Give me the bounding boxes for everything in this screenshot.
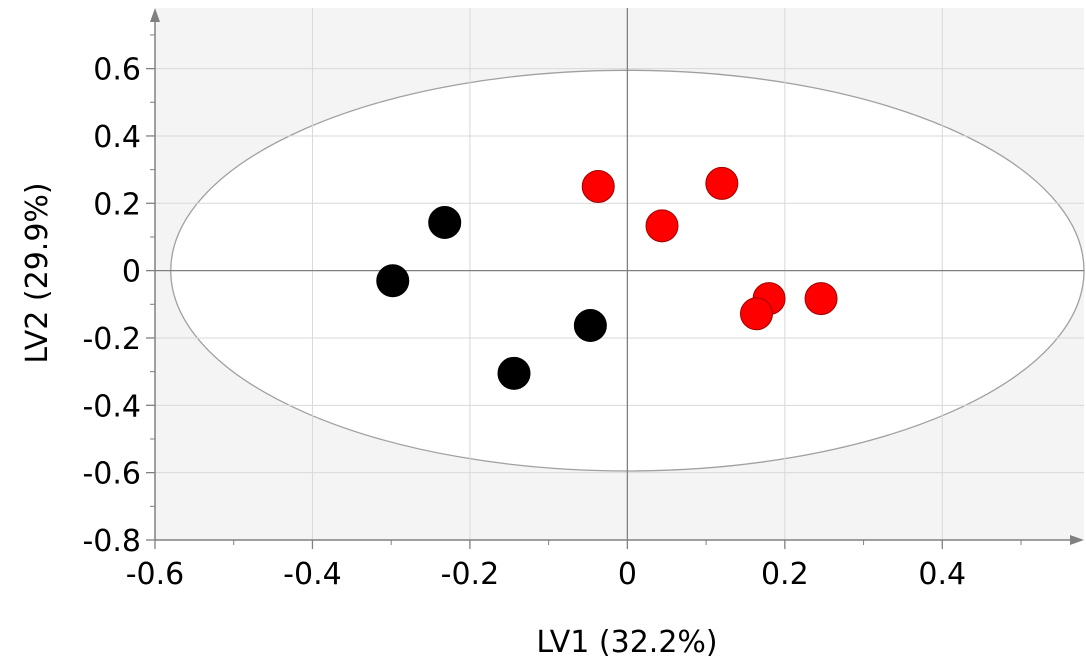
data-point xyxy=(804,282,838,316)
y-tick-label: -0.2 xyxy=(82,322,141,357)
y-tick-label: 0.6 xyxy=(93,53,141,88)
y-tick-label: -0.6 xyxy=(82,457,141,492)
x-tick-label: 0.4 xyxy=(918,557,966,592)
y-tick-label: 0.4 xyxy=(93,120,141,155)
x-tick-label: -0.2 xyxy=(441,557,500,592)
x-tick-label: 0.2 xyxy=(761,557,809,592)
y-axis-title: LV2 (29.9%) xyxy=(20,182,55,363)
x-axis-arrow xyxy=(1070,535,1084,545)
tick-labels: -0.6 -0.4 -0.2 0 0.2 0.4-0.8-0.6-0.4-0.200.20… xyxy=(82,53,966,592)
data-point xyxy=(705,166,739,200)
data-points xyxy=(376,166,838,390)
data-point xyxy=(376,264,410,298)
y-tick-label: 0.2 xyxy=(93,187,141,222)
axes xyxy=(146,8,1084,549)
data-point xyxy=(739,297,773,331)
data-point xyxy=(573,309,607,343)
x-axis-title: LV1 (32.2%) xyxy=(536,625,717,660)
x-tick-label: -0.6 xyxy=(126,557,185,592)
y-axis-arrow xyxy=(150,8,160,22)
y-tick-label: 0 xyxy=(122,255,141,290)
data-point xyxy=(497,356,531,390)
y-tick-label: -0.8 xyxy=(82,524,141,559)
x-tick-label: -0.4 xyxy=(283,557,342,592)
grid-lines xyxy=(155,8,1084,540)
x-tick-label: 0 xyxy=(618,557,637,592)
y-tick-label: -0.4 xyxy=(82,389,141,424)
data-point xyxy=(645,209,679,243)
data-point xyxy=(581,169,615,203)
data-point xyxy=(428,205,462,239)
